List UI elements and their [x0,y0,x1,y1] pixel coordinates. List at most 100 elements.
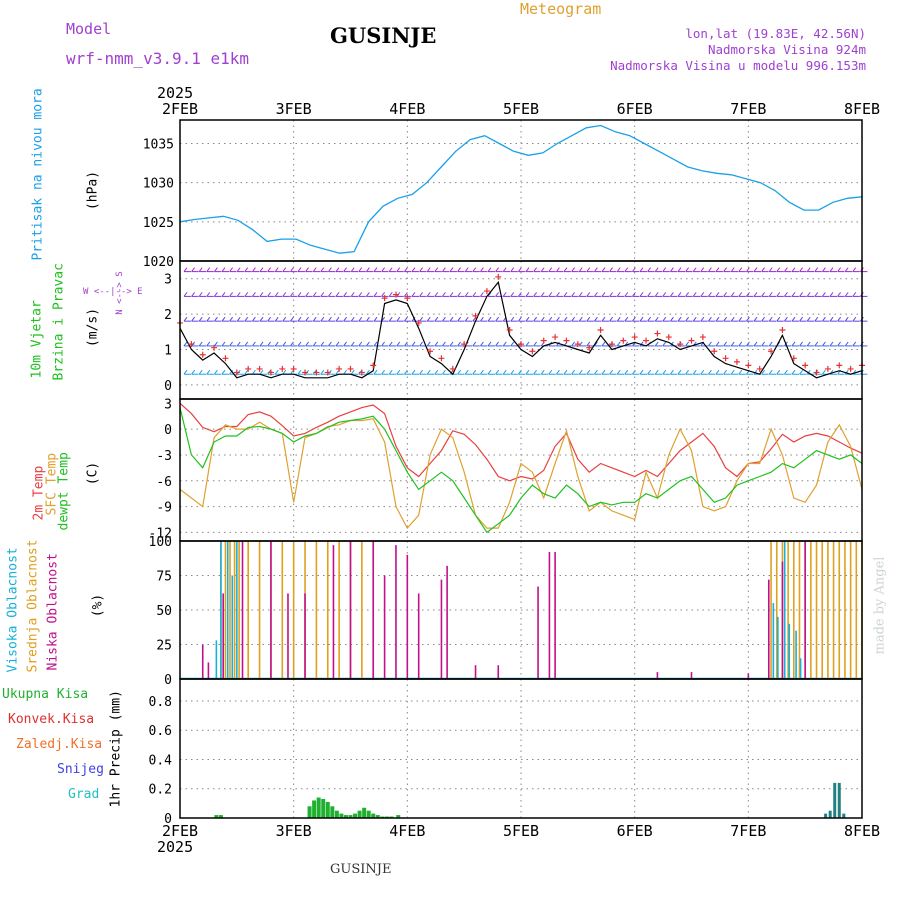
wind-barb-tick [601,316,606,322]
wind-gust-mark [370,362,377,369]
wind-barb-tick [571,267,575,272]
wind-barb-tick [662,267,667,272]
wind-barb-tick [396,341,401,347]
wind-gust-mark [643,337,650,344]
wind-gust-mark [813,369,820,376]
wind-barb-tick [487,292,492,297]
wind-barb-tick [822,369,826,375]
wind-barb-tick [738,267,743,272]
wind-barb-tick [198,341,203,347]
wind-barb-tick [198,316,203,322]
wind-barb-tick [274,316,279,322]
wind-barb-tick [396,267,401,272]
wind-gust-mark [665,334,672,341]
wind-barb-tick [571,292,575,297]
wind-barb-tick [586,292,591,297]
x-tick-label-top: 4FEB [389,100,425,118]
wind-gust-mark [552,334,559,341]
wind-barb-tick [670,369,674,375]
wind-barb-tick [609,316,613,322]
precip-total-bar [325,801,330,818]
wind-barb-tick [601,341,606,347]
precip-total-bar [330,806,335,818]
wind-barb-tick [518,292,522,297]
wind-barb-tick [746,292,750,297]
wind-barb-tick [206,316,211,322]
wind-barb-tick [251,292,256,297]
wind-barb-tick [540,292,545,297]
precip-tick-label: 0.4 [149,753,173,768]
wind-barb-tick [426,292,431,297]
wind-barb-tick [335,369,340,375]
wind-gust-mark [506,327,513,333]
wind-barb-tick [654,341,659,347]
temp-tick-label: 3 [164,397,172,412]
wind-barb-tick [183,267,188,272]
wind-tick-label: 3 [164,273,172,288]
model-label: Model [66,20,112,38]
wind-barb-tick [753,267,758,272]
wind-barb-tick [578,369,583,375]
wind-barb-tick [274,267,279,272]
temp-sfc-line [179,418,863,530]
wind-barb-tick [829,292,834,297]
wind-barb-tick [305,292,310,297]
wind-barb-tick [784,267,788,272]
wind-barb-tick [267,341,272,347]
wind-barb-tick [594,292,598,297]
wind-barb-tick [768,369,773,375]
wind-barb-tick [274,369,279,375]
x-tick-label-bottom: 4FEB [389,822,425,840]
wind-gust-mark [802,362,809,369]
wind-barb-tick [685,316,689,322]
wind-barb-tick [730,292,735,297]
wind-barb-tick [525,316,530,322]
temp-2m-line [179,402,863,482]
wind-barb-tick [327,316,332,322]
wind-gust-mark [745,362,752,369]
wind-gust-mark [438,355,445,362]
x-tick-label-top: 2FEB [162,100,198,118]
wind-barb-tick [373,316,378,322]
wind-barb-tick [297,292,302,297]
bottom-title: GUSINJE [330,862,392,877]
chart-series [177,124,868,819]
tick-labels: 2FEB 2FEB 3FEB 3FEB 4FEB 4FEB 5FEB 5FEB 6FEB 6FEB… [143,100,880,840]
x-tick-label-top: 7FEB [730,100,766,118]
wind-gust-mark [267,369,274,376]
wind-barb-tick [183,369,188,375]
wind-gust-mark [563,337,570,344]
wind-gust-mark [574,341,581,348]
wind-barb-tick [639,369,644,375]
wind-barb-tick [533,341,537,347]
wind-barb-tick [654,316,659,322]
wind-barb-tick [274,292,279,297]
wind-gust-mark [608,341,615,348]
wind-barb-tick [814,341,819,347]
wind-barb-tick [548,292,553,297]
pressure-tick-label: 1020 [143,255,174,270]
wind-barb-tick [761,369,765,375]
wind-barb-tick [616,267,621,272]
wind-gust-mark [392,291,399,298]
wind-barb-tick [267,316,272,322]
wind-barb-tick [715,369,720,375]
wind-barb-tick [244,292,249,297]
wind-barb-tick [594,267,598,272]
precip-total-bar [348,815,353,818]
wind-barb-tick [305,267,310,272]
wind-barb-tick [715,292,720,297]
wind-barb-tick [799,316,803,322]
wind-barb-tick [403,316,408,322]
wind-barb-tick [548,369,553,375]
precip-total-bar [339,813,344,818]
wind-barb-tick [464,316,469,322]
wind-barb-tick [708,369,712,375]
wind-barb-tick [403,267,408,272]
wind-barb-tick [715,341,720,347]
wind-barb-tick [533,292,537,297]
wind-barb-tick [692,369,697,375]
wind-barb-tick [662,292,667,297]
temp-dew-line [179,407,863,534]
wind-gust-mark [256,365,263,372]
